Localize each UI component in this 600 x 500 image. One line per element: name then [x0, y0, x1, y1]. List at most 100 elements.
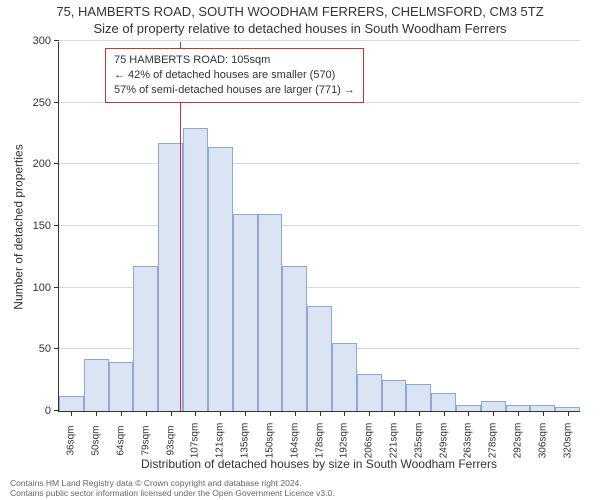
histogram-bar [282, 266, 307, 411]
x-tickmark [419, 411, 420, 416]
x-tick-label: 235sqm [413, 423, 424, 459]
grid-line [59, 40, 580, 41]
histogram-bar [307, 306, 332, 411]
y-tick-label: 0 [45, 405, 59, 417]
x-tick: 306sqm [530, 411, 555, 461]
x-ticks-group: 36sqm 50sqm 64sqm 79sqm 93sqm 107sqm 121sqm 135… [59, 411, 580, 461]
histogram-bar [431, 393, 456, 411]
x-tick-label: 306sqm [537, 423, 548, 459]
x-tick-label: 164sqm [289, 423, 300, 459]
chart-title-line2: Size of property relative to detached ho… [0, 21, 600, 36]
annotation-line-1: 75 HAMBERTS ROAD: 105sqm [114, 53, 355, 68]
x-tick: 263sqm [456, 411, 481, 461]
x-tick: 178sqm [307, 411, 332, 461]
y-tick-label: 250 [33, 97, 59, 109]
x-tickmark [543, 411, 544, 416]
x-tick-label: 121sqm [215, 423, 226, 459]
x-tick-label: 292sqm [513, 423, 524, 459]
x-tickmark [344, 411, 345, 416]
annotation-line-3: 57% of semi-detached houses are larger (… [114, 83, 355, 98]
histogram-bar [506, 405, 531, 411]
x-tick: 320sqm [555, 411, 580, 461]
x-tickmark [369, 411, 370, 416]
histogram-bar [481, 401, 506, 411]
footer: Contains HM Land Registry data © Crown c… [10, 478, 335, 498]
chart-title-line1: 75, HAMBERTS ROAD, SOUTH WOODHAM FERRERS… [0, 4, 600, 19]
y-axis-label-container: Number of detached properties [12, 42, 26, 412]
plot-area: 36sqm50sqm64sqm79sqm93sqm107sqm121sqm135… [58, 42, 580, 412]
x-tick-label: 178sqm [314, 423, 325, 459]
x-tick: 164sqm [282, 411, 307, 461]
x-tick-label: 278sqm [488, 423, 499, 459]
x-tick: 79sqm [133, 411, 158, 461]
x-tick-label: 320sqm [562, 423, 573, 459]
x-tick-label: 36sqm [66, 425, 77, 455]
histogram-bar [133, 266, 158, 411]
x-tick-label: 79sqm [140, 425, 151, 455]
x-tick: 64sqm [109, 411, 134, 461]
histogram-bar [208, 147, 233, 411]
x-tickmark [270, 411, 271, 416]
x-tickmark [245, 411, 246, 416]
x-tick-label: 192sqm [339, 423, 350, 459]
x-tick-label: 64sqm [116, 425, 127, 455]
x-tickmark [320, 411, 321, 416]
x-tickmark [171, 411, 172, 416]
x-tickmark [444, 411, 445, 416]
x-tickmark [96, 411, 97, 416]
histogram-bar [59, 396, 84, 411]
y-axis-label: Number of detached properties [12, 144, 26, 309]
histogram-bar [332, 343, 357, 411]
histogram-bar [84, 359, 109, 411]
x-tick: 121sqm [208, 411, 233, 461]
y-tick-label: 200 [33, 158, 59, 170]
footer-line-2: Contains public sector information licen… [10, 488, 335, 498]
x-tick: 36sqm [59, 411, 84, 461]
x-tick: 93sqm [158, 411, 183, 461]
x-tickmark [220, 411, 221, 416]
footer-line-1: Contains HM Land Registry data © Crown c… [10, 478, 335, 488]
x-tickmark [121, 411, 122, 416]
x-tick-label: 249sqm [438, 423, 449, 459]
y-tick-label: 150 [33, 220, 59, 232]
annotation-box: 75 HAMBERTS ROAD: 105sqm ← 42% of detach… [105, 48, 364, 103]
x-tickmark [568, 411, 569, 416]
x-tick-label: 93sqm [165, 425, 176, 455]
histogram-bar [406, 384, 431, 411]
histogram-bar [109, 362, 134, 411]
x-tick: 235sqm [406, 411, 431, 461]
y-tick-label: 100 [33, 282, 59, 294]
x-tick-label: 221sqm [388, 423, 399, 459]
y-tick-label: 300 [33, 35, 59, 47]
histogram-bar [258, 214, 283, 411]
x-tick: 249sqm [431, 411, 456, 461]
histogram-bar [456, 405, 481, 411]
x-tick: 135sqm [233, 411, 258, 461]
x-tick-label: 50sqm [91, 425, 102, 455]
x-tick: 206sqm [357, 411, 382, 461]
x-tick-label: 150sqm [264, 423, 275, 459]
annotation-line-2: ← 42% of detached houses are smaller (57… [114, 68, 355, 83]
x-tickmark [71, 411, 72, 416]
x-tick: 221sqm [382, 411, 407, 461]
x-tick: 50sqm [84, 411, 109, 461]
x-tickmark [493, 411, 494, 416]
x-tick: 192sqm [332, 411, 357, 461]
x-tick-label: 263sqm [463, 423, 474, 459]
y-tick-label: 50 [39, 343, 59, 355]
x-tickmark [295, 411, 296, 416]
x-tick-label: 107sqm [190, 423, 201, 459]
x-tick-label: 135sqm [240, 423, 251, 459]
x-tickmark [394, 411, 395, 416]
x-tickmark [518, 411, 519, 416]
histogram-bar [530, 405, 555, 411]
x-tick: 150sqm [258, 411, 283, 461]
x-tick: 292sqm [506, 411, 531, 461]
histogram-bar [382, 380, 407, 411]
x-tick: 278sqm [481, 411, 506, 461]
x-tickmark [195, 411, 196, 416]
histogram-bar [233, 214, 258, 411]
x-tickmark [146, 411, 147, 416]
chart-container: 75, HAMBERTS ROAD, SOUTH WOODHAM FERRERS… [0, 0, 600, 500]
x-tick-label: 206sqm [364, 423, 375, 459]
